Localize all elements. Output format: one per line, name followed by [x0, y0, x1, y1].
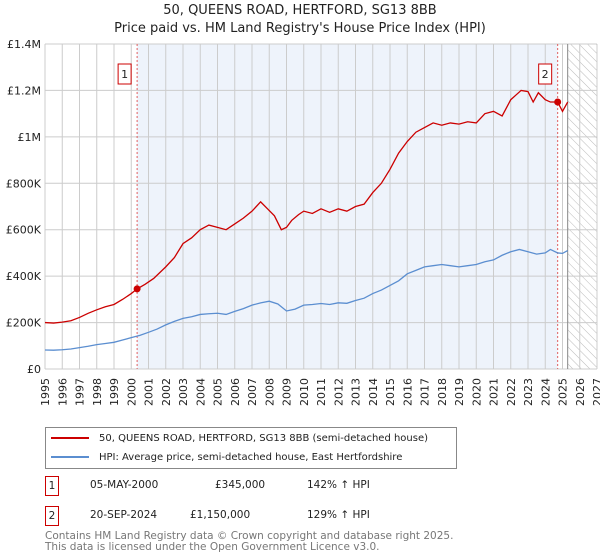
x-tick-label: 2003: [177, 378, 190, 406]
x-tick-label: 2005: [212, 378, 225, 406]
sale-price: £1,150,000: [190, 509, 251, 521]
x-tick-label: 1997: [74, 378, 87, 406]
x-tick-label: 2024: [539, 378, 552, 406]
y-tick-label: £800K: [6, 177, 42, 190]
x-tick-label: 2020: [470, 378, 483, 406]
x-tick-label: 2021: [488, 378, 501, 406]
legend-item-property: 50, QUEENS ROAD, HERTFORD, SG13 8BB (sem…: [51, 430, 428, 446]
footer: Contains HM Land Registry data © Crown c…: [45, 531, 453, 553]
x-tick-label: 2013: [350, 378, 363, 406]
footer-line: Contains HM Land Registry data © Crown c…: [45, 530, 454, 542]
x-tick-label: 2009: [281, 378, 294, 406]
y-tick-label: £200K: [6, 317, 42, 330]
legend-swatch-red: [51, 437, 89, 439]
x-tick-label: 2018: [436, 378, 449, 406]
price-chart: 1995 1996 1997 1998 1999 2000 2001 2002 2003 2004…: [6, 38, 600, 406]
x-tick-label: 2000: [125, 378, 138, 406]
sale-date: 05-MAY-2000: [90, 479, 159, 491]
x-tick-label: 2017: [419, 378, 432, 406]
x-tick-label: 1996: [56, 378, 69, 406]
y-tick-label: £600K: [6, 224, 42, 237]
legend-swatch-blue: [51, 456, 89, 458]
x-tick-label: 2012: [332, 378, 345, 406]
x-tick-label: 2011: [315, 378, 328, 406]
x-tick-label: 2010: [298, 378, 311, 406]
x-tick-label: 2001: [143, 378, 156, 406]
x-tick-label: 2027: [591, 378, 600, 406]
future-hatch: [567, 44, 597, 369]
chart-subtitle: Price paid vs. HM Land Registry's House …: [114, 21, 486, 36]
legend-label: HPI: Average price, semi-detached house,…: [99, 451, 403, 463]
y-tick-label: £1M: [18, 131, 42, 144]
x-tick-label: 2006: [229, 378, 242, 406]
sale-label: 1: [121, 68, 128, 81]
sale-marker: 2: [45, 506, 59, 526]
legend: 50, QUEENS ROAD, HERTFORD, SG13 8BB (sem…: [45, 427, 457, 469]
x-tick-label: 2004: [194, 378, 207, 406]
sale-point: [133, 285, 141, 293]
x-tick-label: 2025: [557, 378, 570, 406]
x-tick-label: 1999: [108, 378, 121, 406]
x-tick-label: 1998: [91, 378, 104, 406]
x-tick-label: 2014: [367, 378, 380, 406]
y-tick-label: £0: [27, 363, 41, 376]
x-tick-label: 2008: [263, 378, 276, 406]
sale-period-shade: [137, 44, 558, 369]
y-tick-label: £400K: [6, 270, 42, 283]
x-tick-label: 2015: [384, 378, 397, 406]
x-tick-label: 1995: [39, 378, 52, 406]
x-tick-label: 2016: [401, 378, 414, 406]
sale-hpi: 129% ↑ HPI: [307, 509, 370, 521]
y-tick-label: £1.4M: [7, 38, 41, 51]
legend-label: 50, QUEENS ROAD, HERTFORD, SG13 8BB (sem…: [99, 432, 429, 444]
sale-hpi: 142% ↑ HPI: [307, 479, 370, 491]
x-tick-label: 2022: [505, 378, 518, 406]
sale-label: 2: [542, 68, 549, 81]
x-tick-label: 2026: [574, 378, 587, 406]
sale-date: 20-SEP-2024: [90, 509, 158, 521]
x-tick-label: 2002: [160, 378, 173, 406]
x-tick-label: 2019: [453, 378, 466, 406]
chart-title: 50, QUEENS ROAD, HERTFORD, SG13 8BB: [163, 3, 437, 18]
hpi-line: [44, 248, 568, 351]
sale-price: £345,000: [215, 479, 266, 491]
legend-item-hpi: HPI: Average price, semi-detached house,…: [51, 449, 402, 465]
sale-marker: 1: [45, 476, 59, 496]
sale-label-box: [117, 63, 132, 85]
x-tick-label: 2007: [246, 378, 259, 406]
sale-point: [554, 98, 562, 106]
x-tick-label: 2023: [522, 378, 535, 406]
footer-line: This data is licensed under the Open Gov…: [45, 541, 380, 553]
y-tick-label: £1.2M: [7, 84, 41, 97]
sale-label-box: [538, 63, 553, 85]
